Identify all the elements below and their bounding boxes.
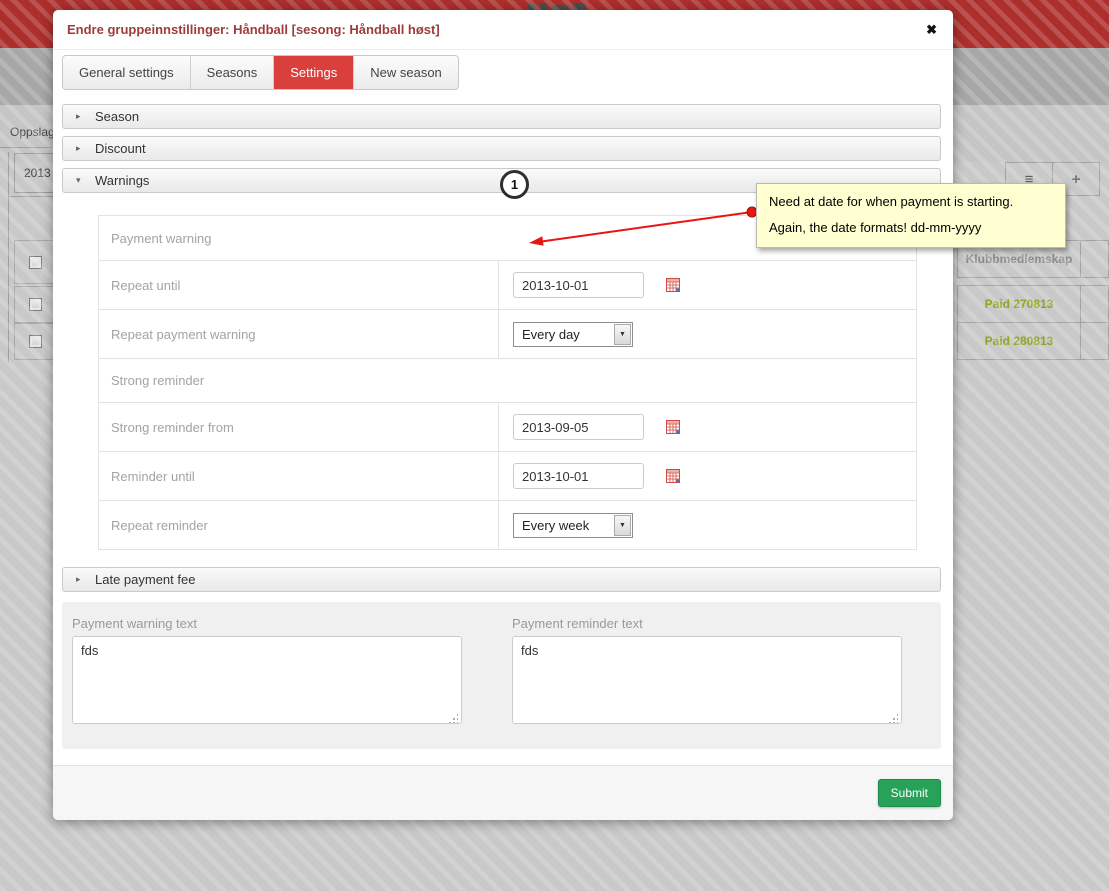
note-line: Need at date for when payment is startin… <box>769 194 1014 209</box>
form-row-strong-reminder-from: Strong reminder from <box>99 402 916 451</box>
calendar-icon[interactable] <box>666 469 680 483</box>
tab-bar: General settings Seasons Settings New se… <box>62 55 459 90</box>
chevron-right-icon: ▸ <box>76 111 81 121</box>
chevron-right-icon: ▸ <box>76 574 81 584</box>
field-label: Repeat payment warning <box>111 326 256 342</box>
tab-seasons[interactable]: Seasons <box>191 56 275 89</box>
select-value: Every day <box>522 326 580 342</box>
table-cell <box>1080 322 1109 360</box>
annotation-badge: 1 <box>500 170 529 199</box>
paid-status: Paid 280813 <box>984 334 1054 348</box>
repeat-until-input[interactable] <box>513 272 644 298</box>
warning-texts-panel: Payment warning text fds Payment reminde… <box>62 602 941 749</box>
accordion-label: Discount <box>95 141 146 156</box>
row-checkbox[interactable] <box>29 298 42 311</box>
table-header-cell <box>1080 240 1109 278</box>
field-label: Reminder until <box>111 468 195 484</box>
table-row: Paid 280813 <box>957 322 1081 360</box>
chevron-down-icon: ▼ <box>614 323 631 345</box>
table-row: Paid 270813 <box>957 285 1081 323</box>
payment-warning-text-label: Payment warning text <box>72 616 198 631</box>
modal-title: Endre gruppeinnstillinger: Håndball [ses… <box>67 22 440 37</box>
form-section-payment-warning: Payment warning <box>99 216 916 260</box>
modal-endre-gruppeinnstillinger: Endre gruppeinnstillinger: Håndball [ses… <box>53 10 953 820</box>
warnings-form: Payment warning Repeat until <box>98 215 917 550</box>
repeat-reminder-select[interactable]: Every week ▼ <box>513 512 633 538</box>
note-line: Again, the date formats! dd-mm-yyyy <box>769 220 982 235</box>
resize-grip-icon[interactable] <box>448 713 458 723</box>
resize-grip-icon[interactable] <box>888 713 898 723</box>
calendar-icon[interactable] <box>666 278 680 292</box>
accordion-late-payment-fee[interactable]: ▸ Late payment fee <box>62 567 941 592</box>
modal-footer: Submit <box>53 765 953 820</box>
list-icon[interactable]: ≡ <box>1024 170 1034 188</box>
form-row-repeat-reminder: Repeat reminder Every week ▼ <box>99 500 916 549</box>
payment-reminder-textarea[interactable]: fds <box>512 636 902 724</box>
form-row-repeat-until: Repeat until <box>99 260 916 309</box>
annotation-note: Need at date for when payment is startin… <box>756 183 1066 248</box>
tab-settings[interactable]: Settings <box>274 56 355 89</box>
section-label: Payment warning <box>111 230 212 246</box>
submit-button[interactable]: Submit <box>877 779 941 807</box>
form-row-reminder-until: Reminder until <box>99 451 916 500</box>
column-header: Klubbmedlemskap <box>965 252 1073 266</box>
modal-header: Endre gruppeinnstillinger: Håndball [ses… <box>53 10 953 50</box>
tab-general-settings[interactable]: General settings <box>63 56 191 89</box>
tab-oppslag[interactable]: Oppslag <box>10 125 55 139</box>
calendar-icon[interactable] <box>666 420 680 434</box>
tab-new-season[interactable]: New season <box>370 65 442 80</box>
reminder-until-input[interactable] <box>513 463 644 489</box>
divider <box>8 152 9 362</box>
divider <box>8 196 53 197</box>
paid-status: Paid 270813 <box>984 297 1054 311</box>
payment-warning-textarea[interactable]: fds <box>72 636 462 724</box>
chevron-down-icon: ▼ <box>614 514 631 536</box>
accordion-season[interactable]: ▸ Season <box>62 104 941 129</box>
accordion-label: Warnings <box>95 173 150 188</box>
strong-reminder-from-input[interactable] <box>513 414 644 440</box>
close-icon[interactable]: ✖ <box>926 21 937 37</box>
divider <box>0 147 53 148</box>
form-row-repeat-payment-warning: Repeat payment warning Every day ▼ <box>99 309 916 358</box>
repeat-payment-warning-select[interactable]: Every day ▼ <box>513 321 633 347</box>
accordion-label: Late payment fee <box>95 572 196 587</box>
accordion-label: Season <box>95 109 140 124</box>
chevron-right-icon: ▸ <box>76 143 81 153</box>
chevron-down-icon: ▾ <box>76 175 81 185</box>
plus-icon[interactable]: + <box>1071 170 1081 188</box>
toolbar-cell: + <box>1052 162 1100 196</box>
accordion-discount[interactable]: ▸ Discount <box>62 136 941 161</box>
table-cell <box>1080 285 1109 323</box>
field-label: Strong reminder from <box>111 419 234 435</box>
payment-reminder-text-label: Payment reminder text <box>512 616 643 631</box>
field-label: Repeat reminder <box>111 517 208 533</box>
section-label: Strong reminder <box>111 373 205 388</box>
modal-body: ▸ Season ▸ Discount ▾ Warnings Payment w… <box>53 104 953 765</box>
form-section-strong-reminder: Strong reminder <box>99 358 916 402</box>
select-value: Every week <box>522 517 590 533</box>
field-label: Repeat until <box>111 277 181 293</box>
row-checkbox[interactable] <box>29 335 42 348</box>
row-checkbox[interactable] <box>29 255 42 269</box>
